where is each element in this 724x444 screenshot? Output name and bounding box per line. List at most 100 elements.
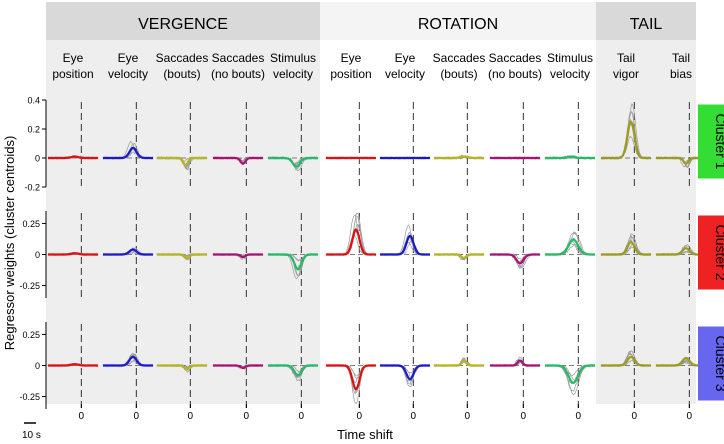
cluster-label-box [698, 326, 724, 401]
x-tick-label: 0 [244, 411, 250, 422]
y-tick-label: -0.25 [19, 392, 40, 402]
column-title-line1: Saccades [489, 51, 542, 65]
x-tick-label: 0 [632, 411, 638, 422]
cluster-label: Cluster 1 [713, 113, 724, 169]
panel [600, 102, 652, 187]
column-title-line1: Saccades [156, 51, 209, 65]
x-tick-label: 0 [576, 411, 582, 422]
group-background-layer: VERGENCE ROTATION TAIL [46, 2, 696, 404]
x-axis-title: Time shift [337, 427, 393, 442]
column-title-line1: Tail [617, 51, 635, 65]
x-tick-labels: 0 0 0 0 0 0 0 0 0 0 0 0 [79, 404, 693, 422]
centroid-trace [268, 364, 318, 377]
panel [325, 324, 377, 409]
centroid-trace [656, 356, 706, 367]
column-title-line1: Eye [395, 51, 416, 65]
centroid-trace [48, 155, 98, 160]
panel [267, 324, 319, 409]
panel [489, 213, 541, 298]
centroid-trace [490, 253, 540, 265]
centroid-trace [103, 146, 153, 160]
column-title-line2: velocity [273, 67, 313, 81]
panel [267, 213, 319, 298]
panel [433, 213, 485, 298]
group-header-label: TAIL [630, 16, 663, 33]
centroid-trace [103, 355, 153, 367]
column-title-line1: Eye [63, 51, 84, 65]
centroid-trace [434, 359, 484, 367]
panel [489, 102, 541, 187]
x-tick-label: 0 [411, 411, 417, 422]
centroid-trace [656, 156, 706, 166]
column-title-line2: position [330, 67, 371, 81]
panel [325, 102, 377, 187]
y-tick-label: 0.25 [22, 219, 40, 229]
centroid-trace [380, 234, 430, 256]
centroid-trace [157, 156, 207, 167]
x-tick-label: 0 [79, 411, 85, 422]
centroid-trace [490, 359, 540, 367]
group-header [320, 2, 596, 40]
x-tick-label: 0 [357, 411, 363, 422]
column-title-line1: Stimulus [270, 51, 316, 65]
panel [655, 324, 707, 409]
panel [212, 324, 264, 409]
panel [47, 102, 99, 187]
x-tick-label: 0 [687, 411, 693, 422]
column-title-line2: velocity [108, 67, 148, 81]
centroid-trace [48, 252, 98, 256]
group-header-label: VERGENCE [138, 16, 228, 33]
x-tick-label: 0 [521, 411, 527, 422]
panel [212, 213, 264, 298]
y-axis-title: Regressor weights (cluster centroids) [2, 136, 17, 351]
cluster-label-box [698, 104, 724, 179]
panel [156, 102, 208, 187]
panel [212, 102, 264, 187]
centroid-trace [545, 238, 595, 256]
panel [600, 324, 652, 409]
panel [102, 213, 154, 298]
centroid-trace [213, 253, 263, 259]
panel [156, 213, 208, 298]
column-title-line2: velocity [385, 67, 425, 81]
panel [544, 324, 596, 409]
panel [102, 324, 154, 409]
centroid-trace [656, 247, 706, 256]
group-panel-bg [320, 40, 596, 404]
panel [489, 324, 541, 409]
panel [379, 213, 431, 298]
centroid-trace [103, 248, 153, 256]
column-title-line2: velocity [550, 67, 590, 81]
centroid-trace [268, 253, 318, 271]
centroid-trace [213, 156, 263, 166]
x-tick-label: 0 [134, 411, 140, 422]
panel [655, 213, 707, 298]
column-title-line2: (bouts) [440, 67, 477, 81]
centroid-trace [380, 364, 430, 381]
scale-bar-label: 10 s [22, 430, 41, 441]
centroid-trace [434, 155, 484, 160]
x-tick-label: 0 [188, 411, 194, 422]
cluster-label: Cluster 3 [713, 335, 724, 391]
y-tick-label: 0 [35, 250, 40, 260]
column-title-line1: Saccades [212, 51, 265, 65]
panel [379, 324, 431, 409]
group-panel-bg [46, 40, 320, 404]
column-title-line2: (no bouts) [488, 67, 542, 81]
group-header-label: ROTATION [418, 16, 498, 33]
centroid-trace [48, 363, 98, 367]
panel [433, 324, 485, 409]
x-tick-label: 0 [299, 411, 305, 422]
panel [156, 324, 208, 409]
panel [433, 102, 485, 187]
group-panel-bg [596, 40, 696, 404]
panel [379, 102, 431, 187]
plot-panels [47, 102, 707, 409]
panel [544, 213, 596, 298]
cluster-labels: Cluster 1 Cluster 2 Cluster 3 [698, 104, 724, 401]
y-tick-label: -0.25 [19, 281, 40, 291]
centroid-trace [545, 155, 595, 160]
centroid-trace [601, 240, 651, 256]
y-axes: -0.2 0 0.2 0.4 -0.25 0 0.25 -0.25 0 0.25 [19, 96, 47, 409]
